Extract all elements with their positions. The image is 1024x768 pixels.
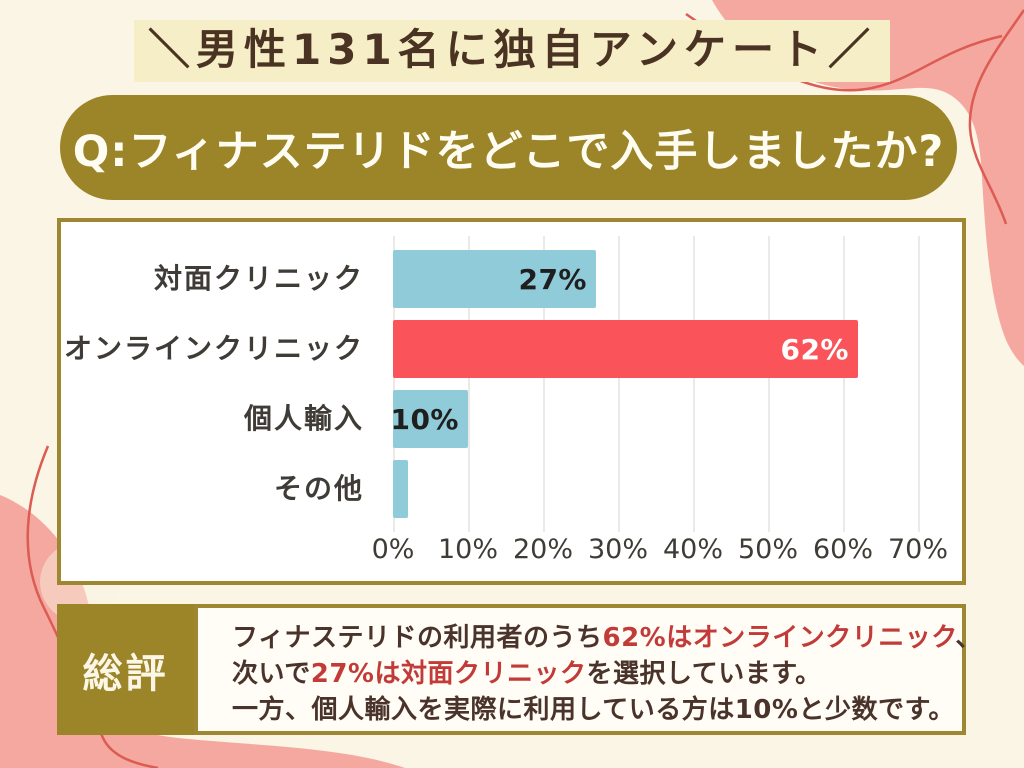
banner-text: ＼男性131名に独自アンケート／ [134,20,890,83]
bar-value-label: 62% [780,332,849,366]
x-tick-label: 70% [887,534,948,565]
gridline-0% [393,236,395,532]
x-tick-label: 10% [437,534,498,565]
summary-segment: フィナステリドの利用者のうち [232,623,603,653]
category-label: 対面クリニック [153,262,364,295]
summary-segment: 一方、個人輸入を実際に利用している方は10%と少数です。 [232,695,955,725]
banner: ＼男性131名に独自アンケート／ [0,20,1024,83]
summary-line: 一方、個人輸入を実際に利用している方は10%と少数です。 [232,692,962,728]
bar-個人輸入: 10% [390,390,468,448]
pink-blob-top-right [712,0,1024,366]
category-label: 個人輸入 [243,402,364,435]
bar-その他 [393,460,408,518]
summary-heading-box: 総評 [57,604,194,735]
gridline-40% [693,236,695,532]
x-tick-label: 60% [812,534,873,565]
question-text: Q:フィナステリドをどこで入手しましたか? [72,126,945,177]
summary-segment: を選択しています。 [586,659,822,689]
gridline-20% [543,236,545,532]
gridline-10% [468,236,470,532]
category-label: オンラインクリニック [63,332,364,365]
x-tick-label: 30% [587,534,648,565]
bar-オンラインクリニック: 62% [393,320,858,378]
summary-line: フィナステリドの利用者のうち62%はオンラインクリニック、 [232,620,981,656]
x-tick-label: 0% [371,534,415,565]
summary-highlight: 27%は対面クリニック [310,659,587,689]
summary-segment: 、 [955,623,982,653]
summary-heading-text: 総評 [82,650,169,697]
summary-text: フィナステリドの利用者のうち62%はオンラインクリニック、 次いで27%は対面クリ… [232,620,981,728]
summary-segment: 次いで [232,659,311,689]
summary-panel: フィナステリドの利用者のうち62%はオンラインクリニック、 次いで27%は対面クリ… [194,604,981,735]
bar-value-label: 27% [518,262,587,296]
x-tick-label: 50% [737,534,798,565]
question-pill: Q:フィナステリドをどこで入手しましたか? [60,95,957,200]
red-decor-line-right [968,9,1024,225]
gridline-60% [843,236,845,532]
gridline-30% [618,236,620,532]
bar-value-label: 10% [390,402,459,436]
summary-line: 次いで27%は対面クリニックを選択しています。 [232,656,962,692]
chart-panel: 対面クリニック 27% オンラインクリニック 62% 個人輸入 10% その他 0% 10% 2… [57,218,966,585]
x-tick-label: 40% [662,534,723,565]
gridline-70% [918,236,920,532]
x-tick-label: 20% [512,534,573,565]
summary-highlight: 62%はオンラインクリニック [602,623,956,653]
category-label: その他 [273,472,364,505]
gridline-50% [768,236,770,532]
bar-対面クリニック: 27% [393,250,596,308]
